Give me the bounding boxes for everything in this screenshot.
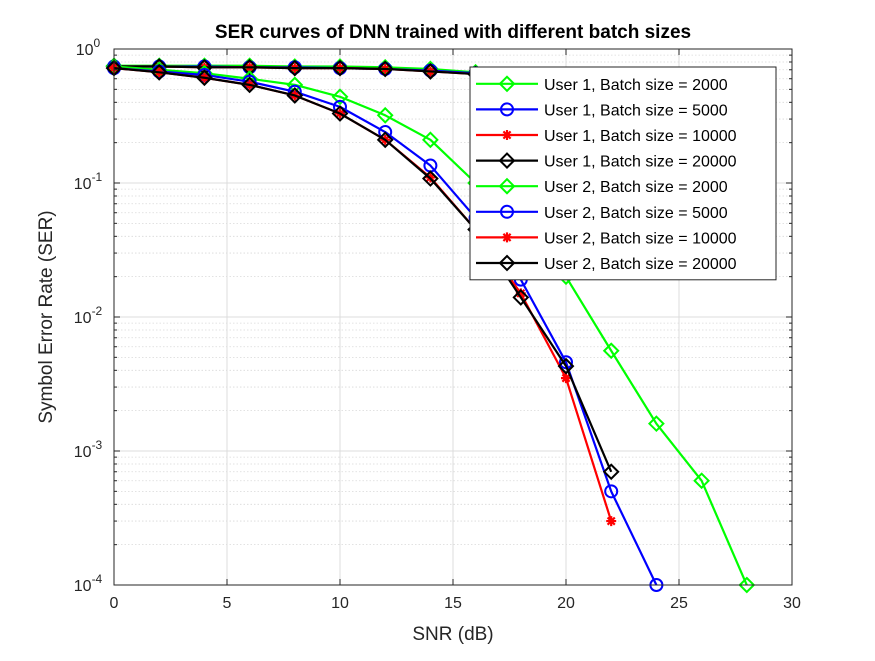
x-axis-label: SNR (dB) xyxy=(412,624,493,645)
data-point xyxy=(561,373,571,384)
data-point xyxy=(195,69,213,87)
data-point xyxy=(604,484,619,499)
data-point xyxy=(241,76,259,94)
data-point xyxy=(602,342,620,360)
y-tick-label: 10-3 xyxy=(74,438,103,461)
legend-item: User 2, Batch size = 2000 xyxy=(476,177,728,196)
legend-marker xyxy=(498,152,516,170)
legend-marker xyxy=(498,75,516,93)
data-point xyxy=(331,59,349,77)
series-line xyxy=(113,67,613,473)
data-point xyxy=(512,289,530,306)
legend-label: User 1, Batch size = 2000 xyxy=(544,77,728,94)
legend-label: User 2, Batch size = 5000 xyxy=(544,205,728,222)
legend: User 1, Batch size = 2000 User 1, Batch s… xyxy=(469,66,777,281)
legend-item: User 1, Batch size = 10000 xyxy=(476,128,737,145)
data-point xyxy=(241,58,259,76)
legend-label: User 1, Batch size = 20000 xyxy=(544,154,737,171)
x-tick-label: 15 xyxy=(444,595,462,612)
x-tick-label: 0 xyxy=(110,595,119,612)
legend-label: User 2, Batch size = 10000 xyxy=(544,230,737,247)
y-tick-label: 10-4 xyxy=(74,572,103,595)
data-point xyxy=(647,415,665,433)
x-tick-label: 5 xyxy=(223,595,232,612)
x-tick-label: 25 xyxy=(670,595,688,612)
legend-marker xyxy=(502,130,512,140)
series-layer xyxy=(105,57,756,594)
legend-item: User 2, Batch size = 5000 xyxy=(476,204,728,222)
x-tick-label: 30 xyxy=(783,595,801,612)
data-point xyxy=(738,576,756,594)
legend-marker xyxy=(498,254,516,272)
x-tick-label: 20 xyxy=(557,595,575,612)
legend-label: User 1, Batch size = 5000 xyxy=(544,102,728,119)
data-point xyxy=(331,105,349,122)
legend-marker xyxy=(498,177,516,195)
data-point xyxy=(286,59,304,77)
legend-label: User 1, Batch size = 10000 xyxy=(544,128,737,145)
chart-title: SER curves of DNN trained with different… xyxy=(215,22,691,43)
data-point xyxy=(376,60,394,78)
legend-marker xyxy=(500,204,514,219)
legend-item: User 1, Batch size = 5000 xyxy=(476,102,728,119)
data-point xyxy=(606,516,617,527)
legend-item: User 1, Batch size = 20000 xyxy=(476,152,737,171)
series-line xyxy=(114,65,476,76)
ticks-layer: 0 5 10 15 20 25 30 100 10-1 10-2 10-3 10-4 xyxy=(74,36,801,612)
data-point xyxy=(150,63,168,81)
legend-label: User 2, Batch size = 2000 xyxy=(544,179,728,196)
legend-item: User 2, Batch size = 20000 xyxy=(476,254,737,273)
data-point xyxy=(331,88,349,106)
data-point xyxy=(376,131,394,149)
data-point xyxy=(421,131,439,149)
data-point xyxy=(286,87,304,104)
data-point xyxy=(602,463,620,481)
data-point xyxy=(421,63,439,80)
data-point xyxy=(693,472,711,490)
y-axis-label: Symbol Error Rate (SER) xyxy=(36,210,57,423)
series-line xyxy=(113,65,748,586)
data-point xyxy=(515,288,526,299)
data-point xyxy=(421,170,439,187)
legend-item: User 2, Batch size = 10000 xyxy=(476,230,737,247)
y-tick-label: 10-2 xyxy=(74,304,103,327)
legend-marker xyxy=(502,232,512,243)
y-tick-label: 10-1 xyxy=(74,170,103,193)
legend-item: User 1, Batch size = 2000 xyxy=(476,75,728,94)
x-tick-label: 10 xyxy=(331,595,349,612)
legend-box xyxy=(469,66,777,281)
y-tick-label: 100 xyxy=(76,36,101,59)
series-8 xyxy=(105,59,620,481)
data-point xyxy=(376,106,394,124)
legend-label: User 2, Batch size = 20000 xyxy=(544,256,737,273)
data-point xyxy=(557,357,575,375)
legend-marker xyxy=(500,102,514,117)
